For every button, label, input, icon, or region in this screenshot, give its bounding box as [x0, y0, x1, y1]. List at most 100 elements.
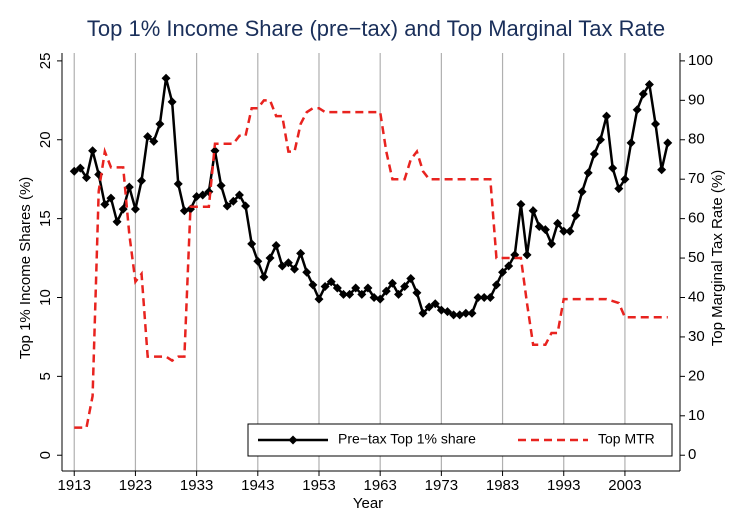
data-point — [69, 166, 79, 176]
y2-tick-label: 70 — [688, 170, 705, 187]
data-point — [651, 119, 661, 129]
data-point — [161, 73, 171, 83]
y-axis-title: Top 1% Income Shares (%) — [17, 177, 34, 360]
data-point — [357, 289, 367, 299]
data-point — [216, 180, 226, 190]
x-tick-label: 1963 — [363, 477, 396, 494]
data-point — [534, 222, 544, 232]
data-point — [332, 283, 342, 293]
x-tick-label: 1993 — [547, 477, 580, 494]
data-point — [375, 294, 385, 304]
y-tick-label: 0 — [37, 451, 54, 459]
data-point — [149, 136, 159, 146]
data-point — [192, 192, 202, 202]
data-point — [638, 89, 648, 99]
data-point — [589, 149, 599, 159]
data-point — [88, 146, 98, 156]
data-point — [424, 302, 434, 312]
y2-tick-label: 50 — [688, 249, 705, 266]
data-point — [106, 193, 116, 203]
y-tick-label: 15 — [37, 210, 54, 227]
data-point — [228, 196, 238, 206]
y2-tick-label: 20 — [688, 367, 705, 384]
data-point — [179, 206, 189, 216]
data-point — [314, 294, 324, 304]
y2-tick-label: 0 — [688, 446, 696, 463]
series-line — [73, 77, 669, 317]
y2-tick-label: 80 — [688, 131, 705, 148]
series-line — [74, 99, 668, 429]
legend: Pre−tax Top 1% share Top MTR — [247, 423, 673, 457]
data-point — [253, 256, 263, 266]
data-point — [290, 264, 300, 274]
data-point — [137, 176, 147, 186]
data-point — [449, 310, 459, 320]
data-point — [473, 292, 483, 302]
data-point — [387, 278, 397, 288]
data-point — [583, 168, 593, 178]
data-point — [602, 111, 612, 121]
data-point — [406, 274, 416, 284]
data-point — [100, 199, 110, 209]
data-point — [118, 204, 128, 214]
data-point — [167, 97, 177, 107]
data-point — [210, 146, 220, 156]
data-point — [467, 308, 477, 318]
data-point — [620, 174, 630, 184]
data-point — [485, 292, 495, 302]
data-point — [455, 310, 465, 320]
y2-tick-label: 60 — [688, 210, 705, 227]
y2-tick-label: 100 — [688, 52, 713, 69]
data-point — [657, 165, 667, 175]
data-point — [173, 179, 183, 189]
data-point — [571, 210, 581, 220]
data-point — [644, 80, 654, 90]
data-point — [479, 292, 489, 302]
data-point — [553, 218, 563, 228]
x-tick-label: 1933 — [180, 477, 213, 494]
data-point — [498, 267, 508, 277]
data-point — [241, 201, 251, 211]
data-point — [516, 199, 526, 209]
data-point — [595, 135, 605, 145]
y-tick-label: 5 — [37, 372, 54, 380]
data-point — [283, 258, 293, 268]
x-axis-title: Year — [353, 495, 383, 512]
data-point — [326, 277, 336, 287]
data-point — [522, 250, 532, 260]
legend-label: Pre−tax Top 1% share — [338, 431, 476, 447]
data-point — [247, 239, 257, 249]
data-point — [296, 248, 306, 258]
x-tick-label: 1923 — [119, 477, 152, 494]
data-point — [143, 132, 153, 142]
data-point — [369, 292, 379, 302]
data-point — [504, 261, 514, 271]
y2-tick-label: 30 — [688, 328, 705, 345]
data-point — [277, 261, 287, 271]
data-point — [381, 286, 391, 296]
data-point — [436, 305, 446, 315]
y2-tick-label: 10 — [688, 407, 705, 424]
legend-marker — [288, 435, 298, 445]
x-tick-label: 2003 — [608, 477, 641, 494]
x-tick-label: 1953 — [302, 477, 335, 494]
data-point — [614, 184, 624, 194]
y-tick-label: 10 — [37, 289, 54, 306]
data-point — [320, 281, 330, 291]
data-point — [412, 288, 422, 298]
x-tick-label: 1913 — [58, 477, 91, 494]
data-point — [394, 289, 404, 299]
data-point — [351, 283, 361, 293]
x-tick-label: 1943 — [241, 477, 274, 494]
data-point — [363, 283, 373, 293]
data-point — [632, 105, 642, 115]
chart-title: Top 1% Income Share (pre−tax) and Top Ma… — [87, 16, 665, 41]
data-point — [565, 226, 575, 236]
data-point — [626, 138, 636, 148]
data-point — [222, 201, 232, 211]
data-point — [271, 240, 281, 250]
data-point — [461, 308, 471, 318]
data-point — [577, 187, 587, 197]
y2-tick-label: 40 — [688, 288, 705, 305]
